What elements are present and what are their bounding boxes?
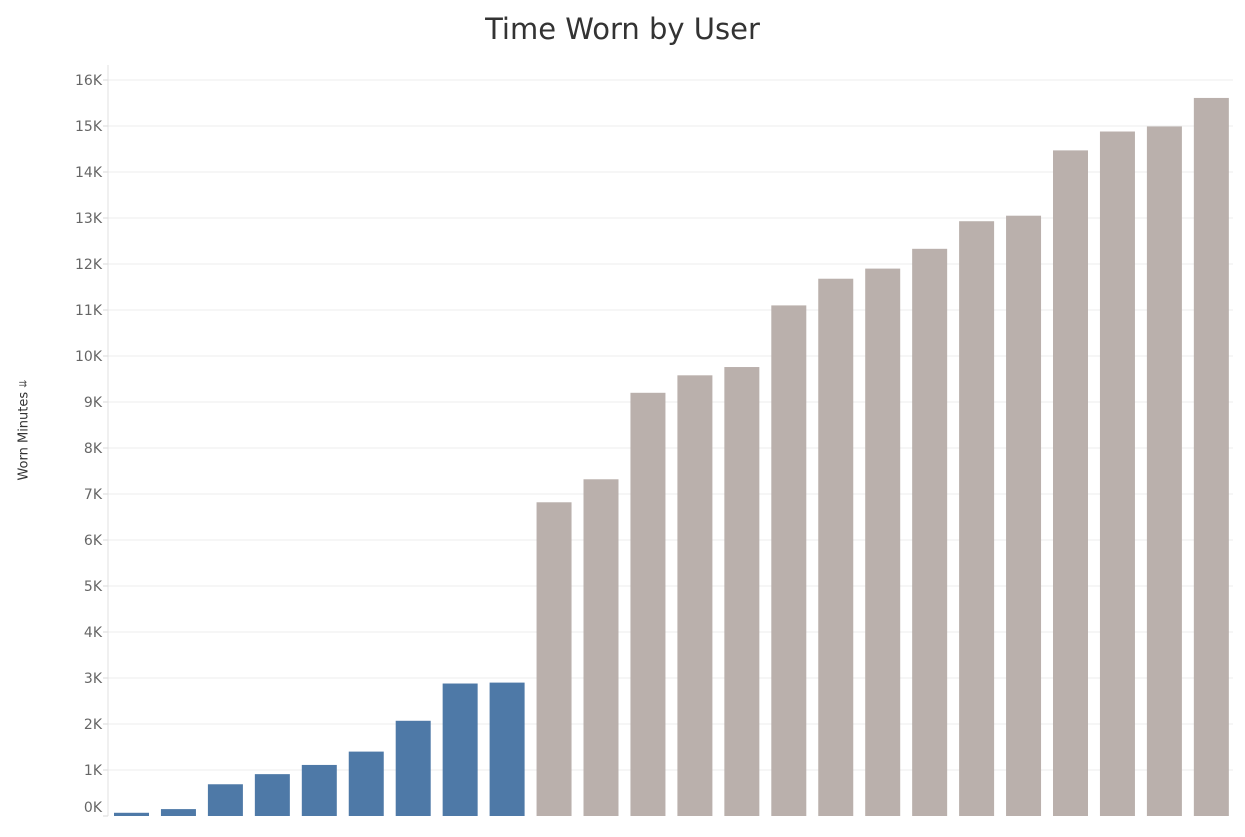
y-axis-ticks: 0K 1K 2K 3K 4K 5K 6K 7K 8K 9K 10K 11K 12K 13K 14K 15K 16… (75, 73, 108, 817)
y-tick-label: 16K (75, 73, 103, 89)
bars (114, 97, 1229, 817)
bar[interactable] (1099, 131, 1135, 816)
bar[interactable] (583, 479, 619, 816)
bar[interactable] (771, 305, 807, 816)
y-tick-label: 10K (75, 349, 103, 365)
y-tick-label: 7K (84, 487, 103, 503)
y-tick-label: 8K (84, 441, 103, 457)
bar[interactable] (536, 502, 572, 816)
bar[interactable] (160, 809, 196, 816)
y-tick-label: 9K (84, 395, 103, 411)
bar[interactable] (959, 221, 995, 817)
bar[interactable] (254, 774, 290, 816)
y-tick-label: 14K (75, 165, 103, 181)
y-tick-label: 4K (84, 625, 103, 641)
bar[interactable] (348, 751, 384, 816)
bar[interactable] (1053, 150, 1088, 816)
bar[interactable] (395, 720, 431, 816)
y-tick-label: 5K (84, 579, 103, 595)
y-tick-label: 15K (75, 119, 103, 135)
bar[interactable] (207, 784, 243, 816)
bar[interactable] (489, 682, 525, 816)
bar[interactable] (630, 392, 666, 816)
y-tick-label: 11K (75, 303, 103, 319)
y-tick-label: 6K (84, 533, 103, 549)
bar[interactable] (1006, 215, 1042, 816)
y-tick-label: 3K (84, 671, 103, 687)
gridlines (108, 79, 1233, 771)
y-tick-label: 13K (75, 211, 103, 227)
bar[interactable] (912, 248, 948, 816)
bar[interactable] (114, 812, 149, 816)
bar[interactable] (724, 367, 760, 816)
bar[interactable] (677, 375, 713, 816)
bar[interactable] (865, 268, 901, 817)
bar[interactable] (1146, 126, 1182, 816)
bar[interactable] (1193, 97, 1229, 816)
chart-title: Time Worn by User (485, 12, 760, 46)
y-tick-label: 12K (75, 257, 103, 273)
bar[interactable] (301, 764, 337, 816)
y-tick-label: 2K (84, 717, 103, 733)
bar[interactable] (818, 278, 854, 817)
y-tick-label: 0K (84, 800, 103, 816)
y-tick-label: 1K (84, 763, 103, 779)
bar[interactable] (442, 683, 478, 816)
